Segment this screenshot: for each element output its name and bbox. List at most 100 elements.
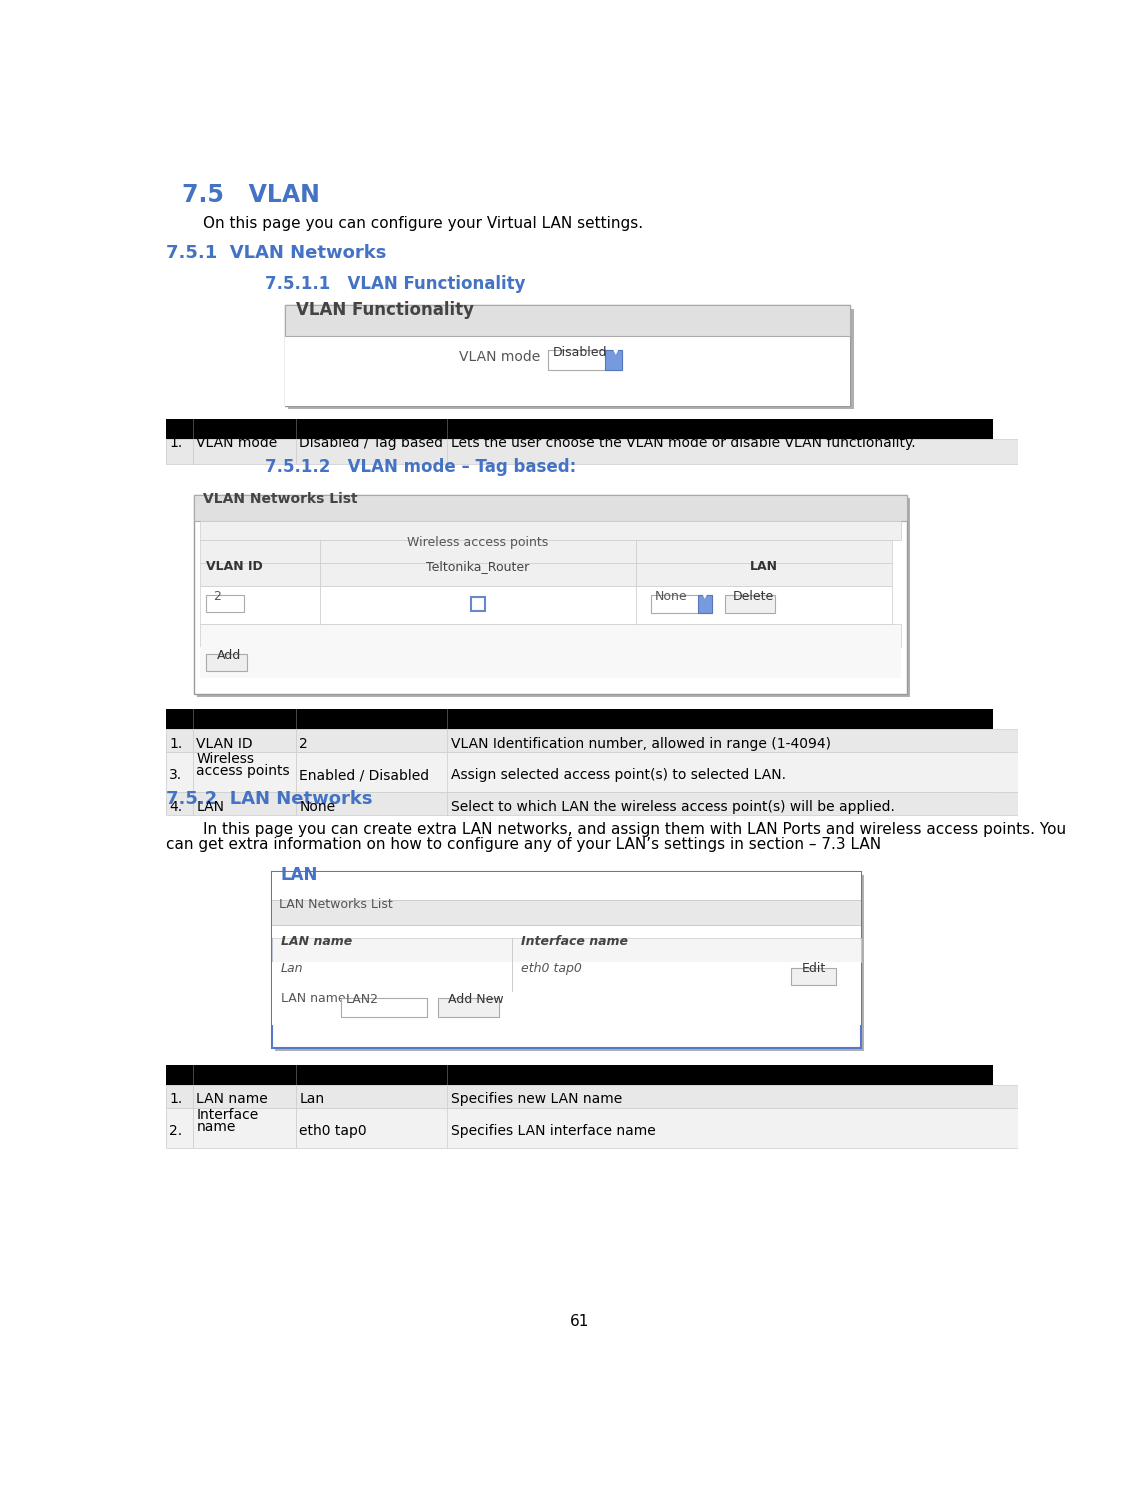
Bar: [271, 872, 861, 1048]
Text: Teltonika_Router: Teltonika_Router: [426, 560, 529, 572]
Bar: [166, 1084, 993, 1108]
Bar: [275, 875, 864, 1051]
Bar: [193, 751, 296, 792]
Bar: [166, 419, 993, 440]
Text: can get extra information on how to configure any of your LAN’s settings in sect: can get extra information on how to conf…: [166, 837, 881, 852]
Bar: [285, 306, 851, 405]
Bar: [200, 625, 901, 648]
Bar: [166, 1065, 993, 1084]
Bar: [166, 709, 993, 729]
Text: LAN Networks List: LAN Networks List: [279, 898, 394, 911]
Bar: [166, 1108, 193, 1148]
Bar: [193, 1084, 296, 1108]
Bar: [636, 563, 891, 586]
Text: 7.5.2  LAN Networks: 7.5.2 LAN Networks: [166, 791, 373, 809]
Bar: [342, 998, 426, 1017]
Bar: [791, 968, 836, 985]
Text: 3.: 3.: [170, 768, 182, 782]
Text: Assign selected access point(s) to selected LAN.: Assign selected access point(s) to selec…: [450, 768, 786, 782]
Bar: [200, 563, 320, 586]
Bar: [320, 563, 636, 586]
Text: 2.: 2.: [170, 1123, 182, 1139]
Bar: [448, 1084, 1018, 1108]
Text: Delete: Delete: [733, 590, 774, 602]
Text: Interface: Interface: [197, 1107, 259, 1122]
Bar: [288, 309, 854, 408]
Text: Enabled / Disabled: Enabled / Disabled: [300, 768, 430, 782]
Bar: [195, 495, 907, 521]
Bar: [200, 521, 901, 539]
Bar: [438, 998, 499, 1017]
Bar: [166, 792, 993, 815]
Text: VLAN Identification number, allowed in range (1-4094): VLAN Identification number, allowed in r…: [450, 736, 830, 750]
Bar: [296, 1108, 448, 1148]
Text: LAN: LAN: [197, 800, 224, 813]
Text: Edit: Edit: [802, 962, 826, 976]
Text: Select to which LAN the wireless access point(s) will be applied.: Select to which LAN the wireless access …: [450, 800, 895, 813]
Text: Disabled / Tag based: Disabled / Tag based: [300, 437, 443, 450]
Bar: [193, 792, 296, 815]
Bar: [605, 349, 622, 370]
Text: LAN2: LAN2: [346, 992, 379, 1006]
Bar: [448, 440, 1018, 464]
Text: VLAN Networks List: VLAN Networks List: [204, 491, 359, 506]
Text: 2: 2: [300, 736, 309, 750]
Text: LAN: LAN: [750, 560, 778, 572]
Bar: [320, 586, 636, 625]
Text: 61: 61: [570, 1315, 589, 1330]
Bar: [448, 729, 1018, 751]
Text: Lets the user choose the VLAN mode or disable VLAN functionality.: Lets the user choose the VLAN mode or di…: [450, 437, 915, 450]
Text: Disabled: Disabled: [553, 345, 607, 358]
Text: LAN name: LAN name: [197, 1092, 268, 1107]
Bar: [200, 648, 901, 678]
Bar: [285, 336, 851, 405]
Bar: [271, 872, 861, 901]
Bar: [166, 440, 993, 464]
Bar: [166, 440, 193, 464]
Bar: [636, 539, 891, 563]
Bar: [200, 539, 320, 563]
Text: name: name: [197, 1120, 235, 1134]
Text: Add: Add: [217, 649, 242, 663]
Text: 7.5.1  VLAN Networks: 7.5.1 VLAN Networks: [166, 244, 387, 262]
Bar: [448, 792, 1018, 815]
Text: VLAN mode: VLAN mode: [459, 349, 541, 364]
Text: 7.5   VLAN: 7.5 VLAN: [182, 184, 320, 208]
Text: Lan: Lan: [280, 961, 303, 974]
Bar: [698, 595, 711, 613]
Bar: [166, 1108, 993, 1148]
Text: ▾: ▾: [701, 592, 707, 601]
Text: Wireless: Wireless: [197, 751, 254, 767]
Text: VLAN ID: VLAN ID: [207, 560, 264, 572]
Text: 7.5.1.1   VLAN Functionality: 7.5.1.1 VLAN Functionality: [266, 274, 526, 292]
Bar: [207, 654, 247, 672]
Bar: [166, 729, 993, 751]
Bar: [200, 586, 320, 625]
Text: Wireless access points: Wireless access points: [407, 536, 549, 550]
Text: eth0 tap0: eth0 tap0: [521, 961, 582, 974]
Text: None: None: [300, 800, 336, 813]
Bar: [195, 495, 907, 694]
Text: eth0 tap0: eth0 tap0: [300, 1123, 368, 1139]
Bar: [166, 729, 193, 751]
Bar: [549, 349, 622, 370]
Text: VLAN Functionality: VLAN Functionality: [295, 301, 474, 319]
Text: access points: access points: [197, 764, 290, 779]
Text: On this page you can configure your Virtual LAN settings.: On this page you can configure your Virt…: [204, 217, 644, 232]
Text: 1.: 1.: [170, 736, 182, 750]
Bar: [320, 539, 636, 563]
Text: VLAN ID: VLAN ID: [197, 736, 253, 750]
Bar: [271, 925, 861, 926]
Bar: [725, 595, 776, 613]
Bar: [166, 751, 193, 792]
Text: 7.5.1.2   VLAN mode – Tag based:: 7.5.1.2 VLAN mode – Tag based:: [266, 458, 577, 476]
Text: LAN name:: LAN name:: [280, 992, 349, 1006]
Bar: [296, 792, 448, 815]
Bar: [296, 751, 448, 792]
Bar: [193, 1108, 296, 1148]
Text: In this page you can create extra LAN networks, and assign them with LAN Ports a: In this page you can create extra LAN ne…: [204, 822, 1067, 837]
Bar: [285, 306, 851, 336]
Bar: [271, 962, 861, 991]
Text: VLAN mode: VLAN mode: [197, 437, 277, 450]
Bar: [271, 992, 861, 1024]
